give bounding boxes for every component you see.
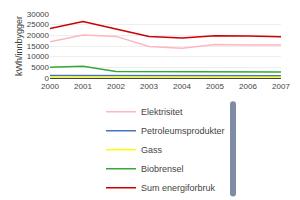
- svg-text:Elektrisitet: Elektrisitet: [141, 107, 183, 117]
- svg-text:2001: 2001: [74, 82, 92, 91]
- svg-text:15000: 15000: [27, 42, 50, 51]
- svg-text:2005: 2005: [206, 82, 224, 91]
- svg-text:25000: 25000: [27, 20, 50, 29]
- svg-text:Biobrensel: Biobrensel: [141, 164, 184, 174]
- svg-text:10000: 10000: [27, 52, 50, 61]
- svg-text:Sum energiforbruk: Sum energiforbruk: [141, 183, 216, 193]
- svg-text:Gass: Gass: [141, 145, 163, 155]
- svg-text:30000: 30000: [27, 10, 50, 19]
- svg-text:2007: 2007: [272, 82, 290, 91]
- svg-text:20000: 20000: [27, 31, 50, 40]
- svg-text:2000: 2000: [41, 82, 59, 91]
- svg-text:2004: 2004: [173, 82, 191, 91]
- svg-text:2006: 2006: [239, 82, 257, 91]
- svg-text:kWh/innbygger: kWh/innbygger: [14, 16, 24, 76]
- svg-text:Petroleumsprodukter: Petroleumsprodukter: [141, 126, 225, 136]
- svg-text:2003: 2003: [140, 82, 158, 91]
- svg-text:2002: 2002: [107, 82, 125, 91]
- svg-text:5000: 5000: [31, 63, 49, 72]
- svg-text:0: 0: [45, 74, 50, 83]
